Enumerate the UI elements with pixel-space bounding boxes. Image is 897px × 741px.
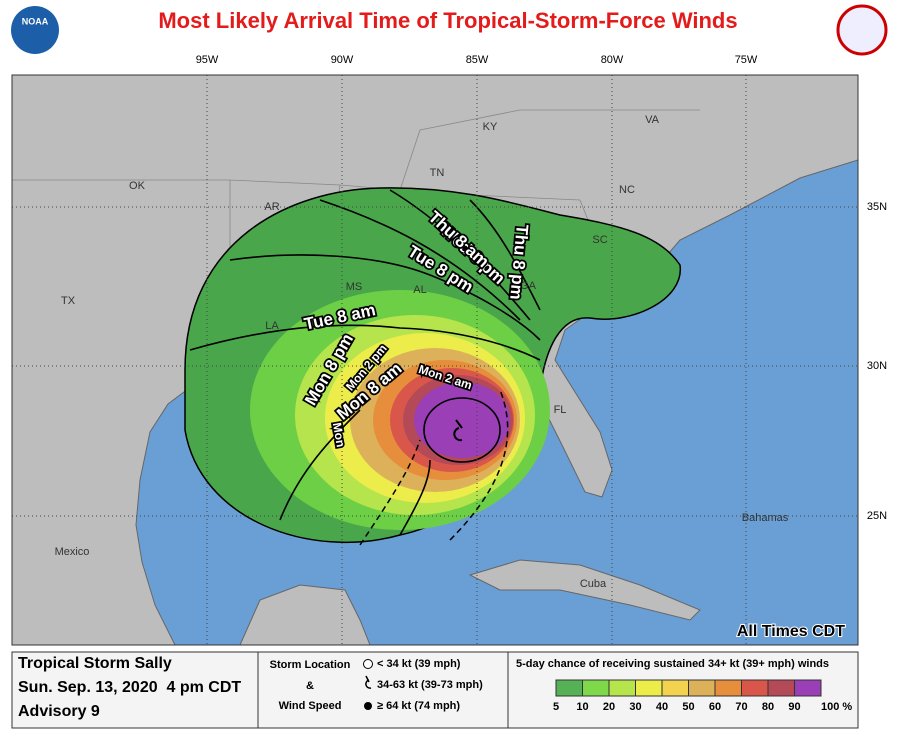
logo-text: NOAA [22,16,49,26]
map: KY VA OK TN NC AR SC TX MS AL GA LA FL Mexico Bahamas C… [12,75,858,645]
lat-label: 30N [867,360,887,372]
place-label: AR [264,201,279,213]
scale-label: 20 [603,701,615,713]
yucatan [239,584,371,645]
lon-label: 90W [331,54,354,66]
scale-label: 80 [762,701,774,713]
place-label: VA [645,114,660,126]
time-note: All Times CDT [737,623,845,640]
scale-label: 10 [576,701,588,713]
title: Most Likely Arrival Time of Tropical-Sto… [158,8,737,33]
legend-label: Wind Speed [279,700,342,712]
scale-title: 5-day chance of receiving sustained 34+ … [516,658,829,670]
symbol-hu [364,702,372,710]
symbol-ts [365,675,372,689]
lat-label: 25N [867,510,887,522]
legend-label: & [306,680,314,692]
place-label: TN [430,167,445,179]
lon-label: 75W [735,54,758,66]
swath-90 [414,382,510,458]
place-label: KY [483,121,498,133]
noaa-logo [11,6,59,54]
dashed-contours [359,389,509,546]
scale-label: 60 [709,701,721,713]
scale-box [608,679,636,697]
scale-label: 50 [682,701,694,713]
nws-logo [836,4,888,56]
scale-box [635,679,663,697]
place-label: Mexico [55,546,90,558]
scale-box [582,679,610,697]
symbol-label: < 34 kt (39 mph) [377,658,461,670]
scale-box [794,679,822,697]
scale-box [555,679,583,697]
storm-symbol [453,419,463,442]
place-label: NC [619,184,635,196]
lon-label: 80W [601,54,624,66]
symbol-weak [363,659,373,669]
place-label: TX [61,295,76,307]
lat-label: 35N [867,201,887,213]
contours [189,189,541,536]
place-label: AL [413,284,426,296]
scale-label: 30 [629,701,641,713]
place-label: FL [554,404,567,416]
contour-label: Mon [330,421,348,448]
place-label: GA [520,280,537,292]
scale-label: 70 [735,701,747,713]
advisory-date: Sun. Sep. 13, 2020 4 pm CDT [18,679,241,696]
place-label: LA [265,320,279,332]
scale-label: 90 [788,701,800,713]
scale-box [741,679,769,697]
lon-label: 85W [466,54,489,66]
place-label: Cuba [580,578,607,590]
scale-box [767,679,795,697]
scale-box [661,679,689,697]
map-frame [11,74,859,646]
symbol-label: ≥ 64 kt (74 mph) [377,700,460,712]
lon-label: 95W [196,54,219,66]
place-label: MS [346,281,363,293]
place-label: OK [129,180,146,192]
scale-label: 5 [553,701,559,713]
graticule [12,75,858,645]
scale-box [714,679,742,697]
place-label: SC [592,234,607,246]
scale-label: 40 [656,701,668,713]
scale-label: 100 % [821,701,852,713]
scale-box [688,679,716,697]
place-label: Bahamas [742,512,789,524]
storm-name: Tropical Storm Sally [18,655,172,672]
cuba [468,559,701,621]
advisory: Advisory 9 [18,703,100,720]
legend-label: Storm Location [270,659,351,671]
symbol-label: 34-63 kt (39-73 mph) [377,679,483,691]
